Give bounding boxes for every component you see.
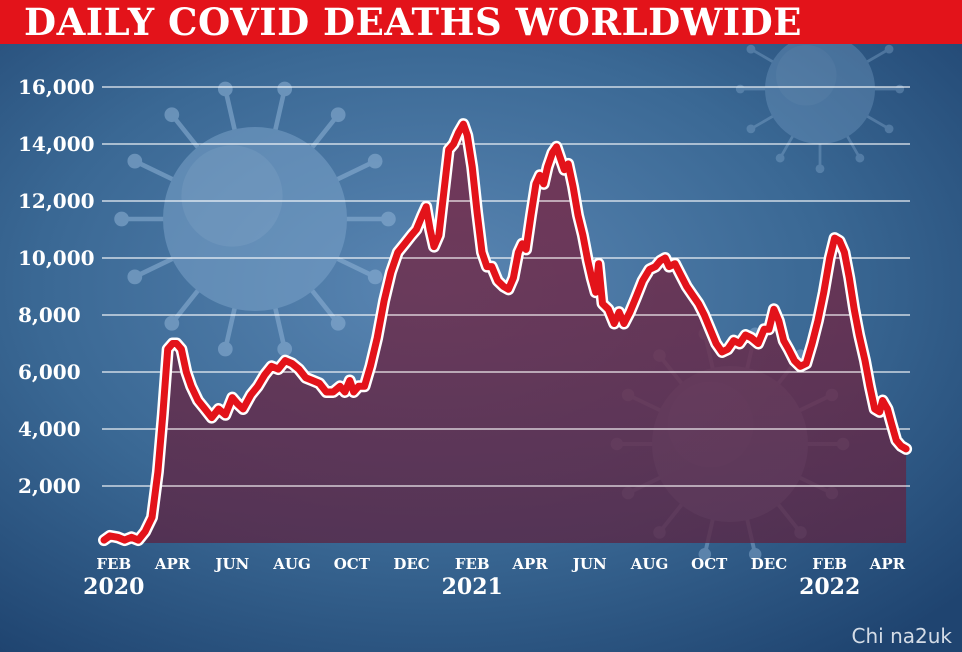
x-tick-label: OCT (691, 555, 728, 573)
grid-layer (102, 86, 910, 487)
area-fill (104, 124, 907, 543)
area-fill-layer (104, 124, 907, 543)
x-tick-label: FEB (455, 555, 490, 573)
y-tick-label: 14,000 (18, 132, 95, 156)
y-tick-label: 16,000 (18, 75, 95, 99)
y-tick-label: 10,000 (18, 246, 95, 270)
chart-title: DAILY COVID DEATHS WORLDWIDE (0, 0, 962, 44)
daily-deaths-chart: 2,000 4,000 6,000 8,000 10,000 12,000 14,000 16… (0, 44, 962, 652)
y-tick-label: 8,000 (18, 303, 81, 327)
x-tick-label: APR (511, 555, 548, 573)
virus-icon (114, 81, 396, 357)
y-tick-label: 6,000 (18, 360, 81, 384)
x-tick-label: DEC (393, 555, 429, 573)
x-axis: FEB APR JUN AUG OCT DEC FEB APR JUN AUG OCT DEC FEB A… (83, 555, 906, 600)
watermark-label: Chi na2uk (851, 624, 952, 648)
x-year-label: 2021 (442, 574, 503, 600)
x-tick-label: JUN (213, 555, 249, 573)
x-tick-label: AUG (630, 555, 669, 573)
y-tick-label: 12,000 (18, 189, 95, 213)
y-tick-label: 2,000 (18, 474, 81, 498)
y-tick-label: 4,000 (18, 417, 81, 441)
y-axis: 2,000 4,000 6,000 8,000 10,000 12,000 14,000 16… (18, 75, 95, 498)
x-tick-label: FEB (812, 555, 847, 573)
x-year-label: 2022 (799, 574, 860, 600)
x-tick-label: FEB (96, 555, 131, 573)
line-layer (98, 118, 913, 547)
x-tick-label: APR (154, 555, 191, 573)
x-tick-label: AUG (272, 555, 311, 573)
x-tick-label: DEC (751, 555, 787, 573)
x-year-label: 2020 (83, 574, 144, 600)
x-tick-label: APR (869, 555, 906, 573)
series-line (100, 120, 910, 544)
virus-icon (735, 44, 905, 174)
x-tick-label: OCT (334, 555, 371, 573)
x-tick-label: JUN (571, 555, 607, 573)
